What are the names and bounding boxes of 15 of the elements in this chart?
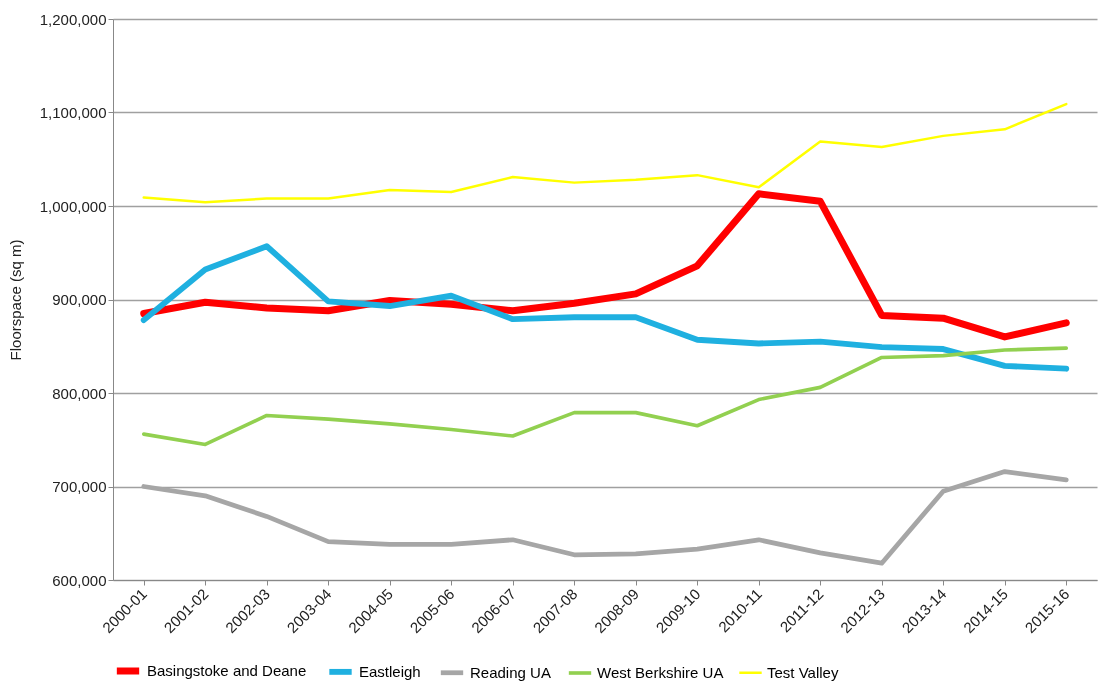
- y-axis-title: Floorspace (sq m): [6, 239, 24, 361]
- y-tick-label: 700,000: [52, 478, 107, 495]
- y-tick-label: 800,000: [52, 384, 107, 402]
- y-tick-label: 900,000: [52, 291, 107, 308]
- y-tick-label: 1,200,000: [39, 10, 107, 28]
- legend-label: Basingstoke and Deane: [147, 662, 307, 679]
- y-tick-label: 1,000,000: [39, 197, 107, 215]
- line-series: [142, 102, 1068, 204]
- legend-label: West Berkshire UA: [597, 664, 724, 681]
- legend-label: Test Valley: [767, 663, 839, 681]
- line-series: [141, 346, 1069, 447]
- legend-label: Reading UA: [470, 663, 551, 681]
- y-tick-label: 600,000: [52, 571, 107, 589]
- legend-label: Eastleigh: [359, 662, 421, 680]
- y-tick-label: 1,100,000: [39, 104, 107, 121]
